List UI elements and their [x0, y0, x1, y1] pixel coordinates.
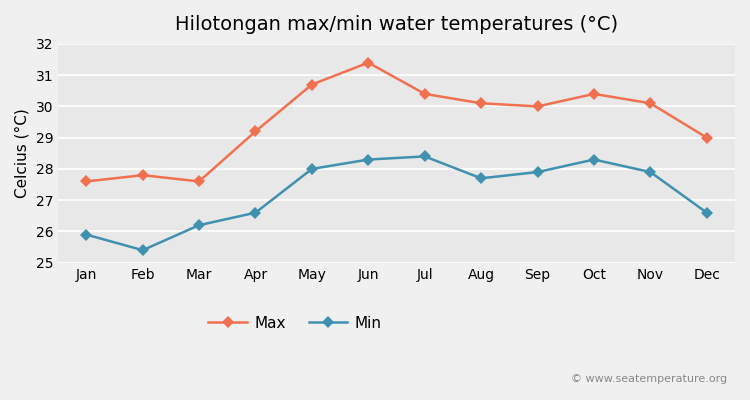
Text: © www.seatemperature.org: © www.seatemperature.org — [572, 374, 728, 384]
Min — [477, 176, 486, 181]
Min — [420, 154, 429, 159]
Min — [646, 170, 655, 174]
Max — [420, 92, 429, 96]
Max — [533, 104, 542, 109]
Min — [364, 157, 373, 162]
Min — [590, 157, 598, 162]
Legend: Max, Min: Max, Min — [202, 310, 388, 337]
Line: Max: Max — [82, 58, 711, 186]
Max — [364, 60, 373, 65]
Max — [702, 135, 711, 140]
Max — [194, 179, 203, 184]
Min — [251, 210, 260, 215]
Min — [533, 170, 542, 174]
Min — [138, 248, 147, 252]
Min — [702, 210, 711, 215]
Max — [251, 129, 260, 134]
Max — [477, 101, 486, 106]
Min — [308, 166, 316, 171]
Max — [308, 82, 316, 87]
Min — [194, 223, 203, 228]
Line: Min: Min — [82, 152, 711, 254]
Max — [82, 179, 91, 184]
Max — [646, 101, 655, 106]
Min — [82, 232, 91, 237]
Max — [590, 92, 598, 96]
Y-axis label: Celcius (°C): Celcius (°C) — [15, 108, 30, 198]
Title: Hilotongan max/min water temperatures (°C): Hilotongan max/min water temperatures (°… — [175, 15, 618, 34]
Max — [138, 173, 147, 178]
